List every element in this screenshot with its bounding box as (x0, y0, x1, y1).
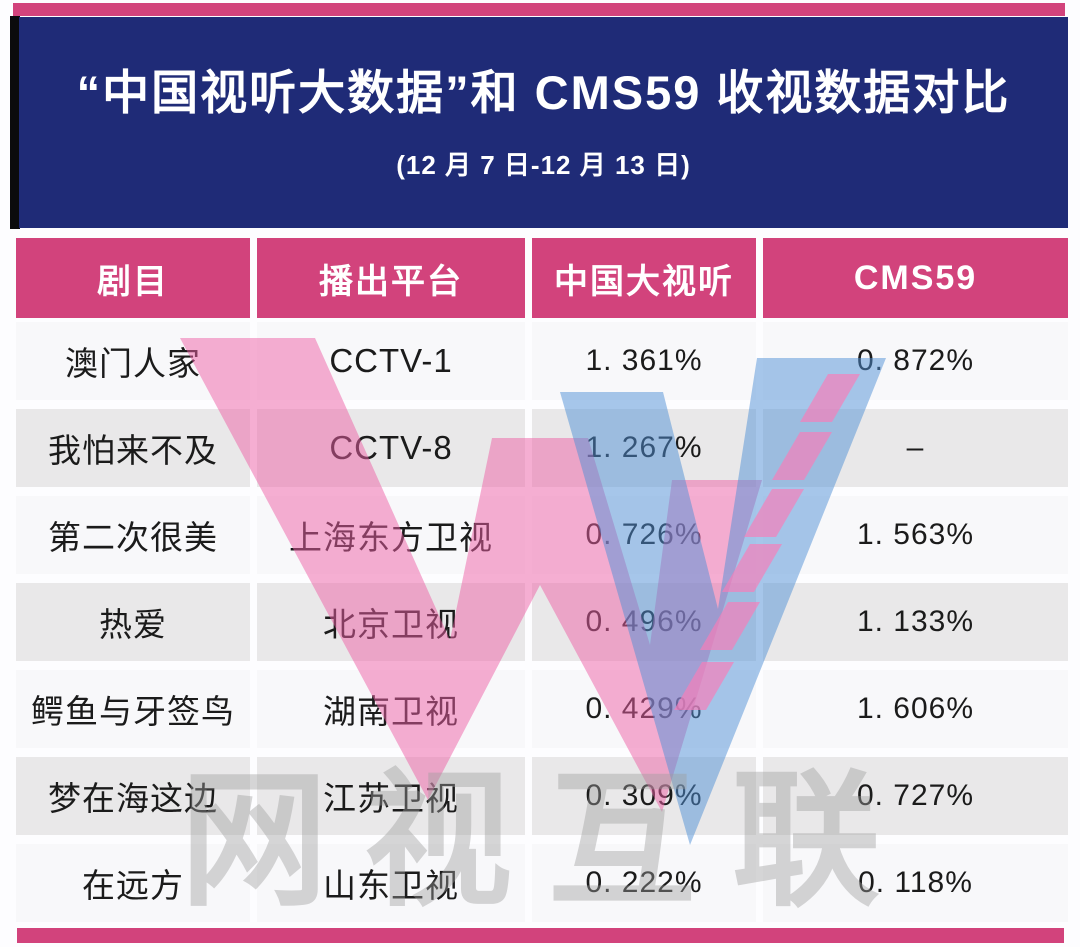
bottom-accent-bar (17, 928, 1064, 943)
cell-dashiting-text: 0. 222% (585, 866, 703, 899)
cell-platform-text: 山东卫视 (323, 867, 459, 904)
cell-dashiting: 0. 429% (532, 670, 756, 748)
column-header-label: 播出平台 (319, 262, 463, 301)
cell-title: 梦在海这边 (16, 757, 250, 835)
column-header-label: 中国大视听 (554, 262, 734, 301)
cell-cms59: 1. 563% (763, 496, 1068, 574)
table-header-row: 剧目 播出平台 中国大视听 CMS59 (0, 238, 1080, 318)
cell-cms59: 0. 872% (763, 322, 1068, 400)
column-header-label: 剧目 (97, 262, 169, 301)
cell-title: 热爱 (16, 583, 250, 661)
cell-platform-text: 北京卫视 (323, 606, 459, 643)
column-header-label: CMS59 (853, 258, 978, 297)
table-row: 梦在海这边 江苏卫视 0. 309% 0. 727% (0, 757, 1080, 835)
cell-title-text: 在远方 (82, 867, 184, 904)
cell-dashiting-text: 0. 309% (585, 779, 703, 812)
cell-cms59-text: 1. 133% (856, 605, 975, 638)
cell-title: 在远方 (16, 844, 250, 922)
cell-title-text: 鳄鱼与牙签鸟 (31, 693, 235, 730)
table-row: 在远方 山东卫视 0. 222% 0. 118% (0, 844, 1080, 922)
cell-platform: 湖南卫视 (257, 670, 525, 748)
cell-cms59: 0. 727% (763, 757, 1068, 835)
table-row: 澳门人家 CCTV-1 1. 361% 0. 872% (0, 322, 1080, 400)
cell-dashiting-text: 0. 429% (585, 692, 703, 725)
cell-title: 澳门人家 (16, 322, 250, 400)
column-header-4: CMS59 (763, 238, 1068, 318)
cell-dashiting: 0. 496% (532, 583, 756, 661)
top-accent-bar (13, 3, 1065, 16)
cell-cms59: 1. 133% (763, 583, 1068, 661)
cell-dashiting-text: 1. 361% (585, 344, 703, 377)
cell-cms59-text: – (906, 431, 925, 464)
table-row: 热爱 北京卫视 0. 496% 1. 133% (0, 583, 1080, 661)
title-banner: “中国视听大数据”和 CMS59 收视数据对比 (12 月 7 日-12 月 1… (19, 17, 1068, 228)
column-header-2: 播出平台 (257, 238, 525, 318)
table-row: 第二次很美 上海东方卫视 0. 726% 1. 563% (0, 496, 1080, 574)
cell-cms59-text: 0. 872% (856, 344, 975, 377)
cell-cms59-text: 1. 563% (856, 518, 975, 551)
column-header-3: 中国大视听 (532, 238, 756, 318)
cell-title-text: 热爱 (99, 606, 167, 643)
cell-cms59: 0. 118% (763, 844, 1068, 922)
cell-platform: CCTV-1 (257, 322, 525, 400)
table-row: 我怕来不及 CCTV-8 1. 267% – (0, 409, 1080, 487)
cell-platform: 江苏卫视 (257, 757, 525, 835)
cell-dashiting: 0. 309% (532, 757, 756, 835)
cell-platform-text: CCTV-8 (329, 429, 453, 466)
cell-dashiting-text: 1. 267% (585, 431, 703, 464)
cell-title: 鳄鱼与牙签鸟 (16, 670, 250, 748)
cell-title: 第二次很美 (16, 496, 250, 574)
cell-platform: CCTV-8 (257, 409, 525, 487)
cell-cms59-text: 0. 727% (856, 779, 975, 812)
cell-title-text: 第二次很美 (48, 519, 218, 556)
page-title: “中国视听大数据”和 CMS59 收视数据对比 (76, 66, 1011, 120)
cell-cms59: 1. 606% (763, 670, 1068, 748)
cell-cms59-text: 1. 606% (856, 692, 975, 725)
table-row: 鳄鱼与牙签鸟 湖南卫视 0. 429% 1. 606% (0, 670, 1080, 748)
cell-dashiting-text: 0. 496% (585, 605, 703, 638)
cell-platform: 山东卫视 (257, 844, 525, 922)
cell-dashiting-text: 0. 726% (585, 518, 703, 551)
cell-title: 我怕来不及 (16, 409, 250, 487)
cell-platform: 北京卫视 (257, 583, 525, 661)
cell-platform-text: 江苏卫视 (323, 780, 459, 817)
date-range-subtitle: (12 月 7 日-12 月 13 日) (396, 149, 691, 180)
column-header-1: 剧目 (16, 238, 250, 318)
cell-dashiting: 1. 361% (532, 322, 756, 400)
cell-title-text: 我怕来不及 (48, 432, 218, 469)
cell-platform-text: 湖南卫视 (323, 693, 459, 730)
cell-cms59: – (763, 409, 1068, 487)
cell-dashiting: 1. 267% (532, 409, 756, 487)
cell-platform-text: CCTV-1 (329, 342, 453, 379)
cell-platform-text: 上海东方卫视 (289, 519, 493, 556)
cell-cms59-text: 0. 118% (858, 866, 973, 899)
cell-title-text: 澳门人家 (65, 345, 201, 382)
cell-title-text: 梦在海这边 (48, 780, 218, 817)
cell-platform: 上海东方卫视 (257, 496, 525, 574)
banner-left-shadow-bar (10, 16, 20, 229)
cell-dashiting: 0. 222% (532, 844, 756, 922)
cell-dashiting: 0. 726% (532, 496, 756, 574)
